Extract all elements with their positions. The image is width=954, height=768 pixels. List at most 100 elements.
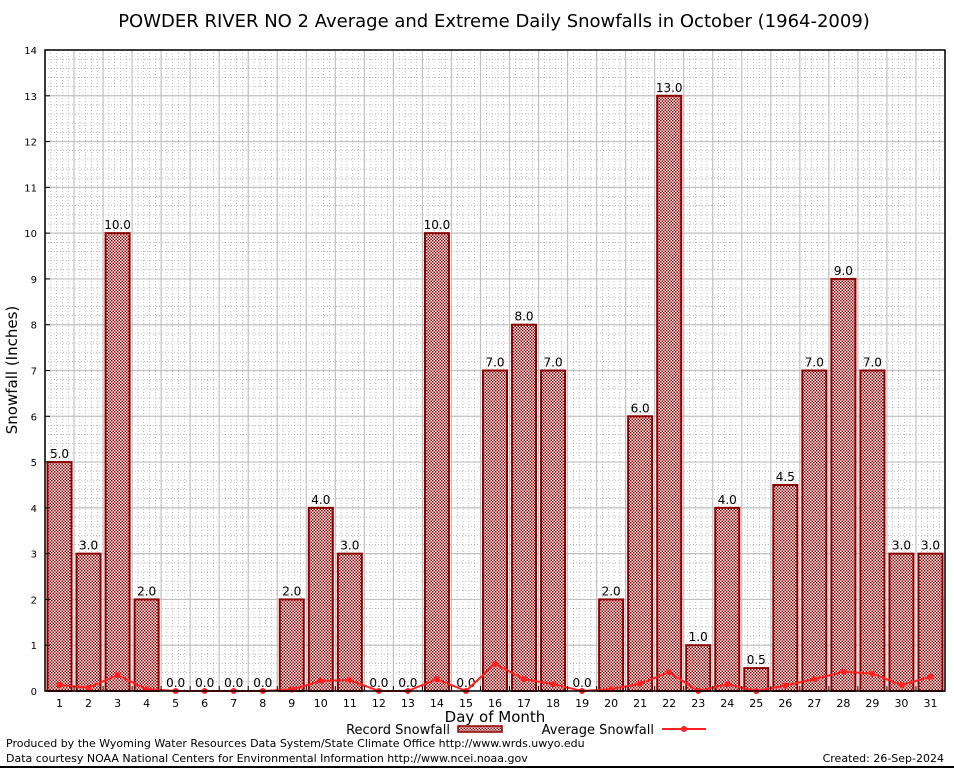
footer-courtesy: Data courtesy NOAA National Centers for … [6, 752, 528, 765]
bar-day-2 [75, 552, 102, 693]
average-point-day-24 [724, 681, 731, 688]
average-point-day-30 [898, 682, 905, 689]
y-tick-label: 14 [24, 46, 37, 57]
legend-label-record: Record Snowfall [346, 723, 450, 738]
bar-value-label: 0.0 [398, 676, 417, 690]
y-tick-label: 8 [31, 321, 37, 332]
average-point-day-31 [927, 673, 934, 680]
y-axis-label: Snowfall (Inches) [3, 306, 21, 434]
x-tick-label: 4 [143, 697, 150, 710]
bar-day-14 [423, 232, 450, 692]
average-point-day-17 [521, 676, 528, 683]
bar-day-10 [307, 506, 334, 692]
x-tick-label: 28 [836, 697, 850, 710]
y-tick-label: 1 [31, 641, 37, 652]
x-tick-label: 23 [691, 697, 705, 710]
y-tick-label: 4 [31, 504, 37, 515]
bar-value-label: 0.0 [253, 676, 272, 690]
bar-value-label: 2.0 [137, 584, 156, 598]
bar-value-label: 2.0 [602, 584, 621, 598]
bar-value-label: 0.0 [166, 676, 185, 690]
bar-day-17 [511, 323, 538, 692]
y-tick-label: 2 [31, 595, 37, 606]
y-tick-label: 11 [24, 183, 37, 194]
bar-day-21 [627, 415, 654, 692]
legend-swatch-record [457, 725, 503, 733]
bar-day-9 [278, 598, 305, 693]
bar-day-25 [743, 667, 770, 692]
x-tick-label: 31 [923, 697, 937, 710]
x-tick-label: 14 [430, 697, 444, 710]
legend-label-average: Average Snowfall [542, 723, 654, 738]
bar-value-label: 8.0 [514, 310, 533, 324]
average-point-day-18 [550, 681, 557, 688]
x-tick-label: 29 [865, 697, 879, 710]
x-tick-label: 13 [401, 697, 415, 710]
bar-value-label: 10.0 [424, 218, 451, 232]
bar-day-4 [133, 598, 160, 693]
bar-value-label: 0.0 [369, 676, 388, 690]
legend: Record Snowfall Average Snowfall [346, 723, 706, 738]
bar-day-24 [714, 506, 741, 692]
footer-produced-by: Produced by the Wyoming Water Resources … [6, 737, 585, 750]
x-tick-label: 10 [314, 697, 328, 710]
average-point-day-27 [811, 676, 818, 683]
y-tick-label: 5 [31, 458, 37, 469]
x-tick-label: 27 [807, 697, 821, 710]
average-point-day-14 [433, 676, 440, 683]
bar-day-20 [598, 598, 625, 693]
x-tick-label: 16 [488, 697, 502, 710]
bar-value-label: 7.0 [544, 356, 563, 370]
x-tick-label: 7 [230, 697, 237, 710]
bar-value-label: 7.0 [863, 356, 882, 370]
bar-value-label: 6.0 [631, 401, 650, 415]
bar-day-16 [482, 369, 508, 692]
bar-day-27 [801, 369, 828, 692]
average-point-day-3 [114, 671, 121, 678]
bar-value-label: 4.5 [776, 470, 795, 484]
legend-marker-average [681, 726, 687, 732]
y-tick-label: 7 [31, 367, 37, 378]
x-tick-label: 2 [85, 697, 92, 710]
bar-value-label: 7.0 [485, 356, 504, 370]
bar-value-label: 0.0 [573, 676, 592, 690]
bar-day-31 [917, 552, 944, 693]
average-point-day-28 [840, 668, 847, 675]
x-tick-label: 30 [894, 697, 908, 710]
bar-value-label: 7.0 [805, 356, 824, 370]
x-tick-label: 20 [604, 697, 618, 710]
x-tick-label: 21 [633, 697, 647, 710]
bar-day-23 [685, 644, 712, 693]
x-axis-label: Day of Month [445, 708, 546, 726]
x-tick-label: 3 [114, 697, 121, 710]
x-tick-label: 17 [517, 697, 531, 710]
bar-value-label: 0.0 [195, 676, 214, 690]
bar-value-label: 1.0 [689, 630, 708, 644]
average-point-day-10 [317, 677, 324, 684]
average-point-day-26 [782, 682, 789, 689]
x-tick-label: 9 [288, 697, 295, 710]
bar-value-label: 3.0 [340, 539, 359, 553]
bar-day-22 [656, 94, 683, 693]
x-tick-label: 26 [778, 697, 792, 710]
bar-value-label: 0.5 [747, 653, 766, 667]
y-tick-label: 0 [31, 687, 37, 698]
x-tick-label: 18 [546, 697, 560, 710]
x-tick-label: 22 [662, 697, 676, 710]
bar-value-label: 3.0 [79, 539, 98, 553]
bar-value-label: 2.0 [282, 584, 301, 598]
bar-value-label: 3.0 [892, 539, 911, 553]
y-tick-label: 13 [24, 92, 37, 103]
average-point-day-2 [85, 684, 92, 691]
average-point-day-11 [346, 677, 353, 684]
average-point-day-1 [56, 682, 63, 689]
average-point-day-22 [666, 669, 673, 676]
bar-value-label: 3.0 [921, 539, 940, 553]
average-point-day-16 [492, 660, 498, 667]
bar-value-label: 9.0 [834, 264, 853, 278]
average-point-day-21 [637, 680, 644, 687]
x-tick-label: 1 [56, 697, 63, 710]
y-tick-label: 9 [31, 275, 37, 286]
